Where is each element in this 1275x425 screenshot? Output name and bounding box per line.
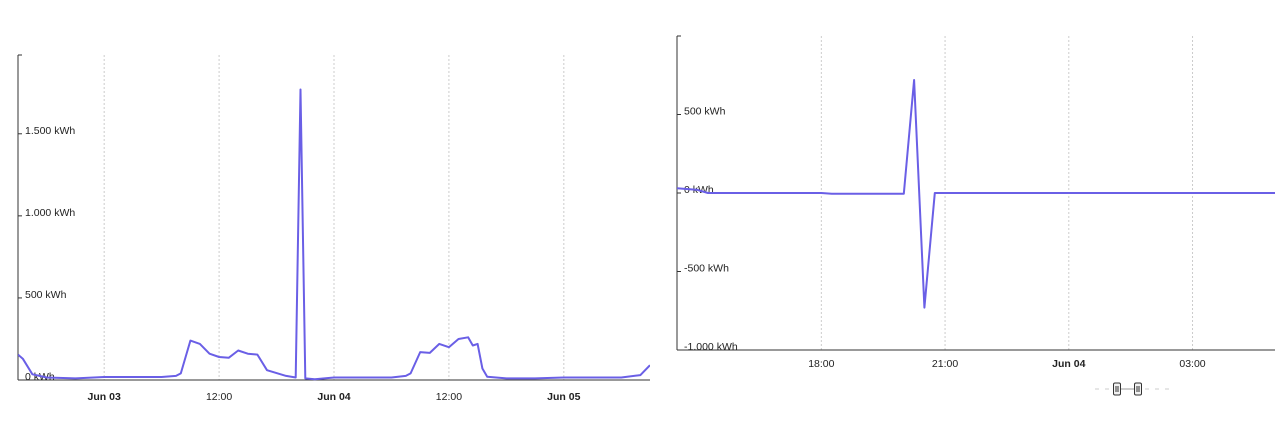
x-tick-label: 18:00 — [808, 358, 834, 370]
navigator-handle-right[interactable] — [1134, 382, 1142, 396]
series-line — [677, 79, 1275, 309]
y-tick-label: 500 kWh — [684, 106, 726, 118]
x-tick-label: 12:00 — [206, 391, 232, 403]
y-tick-label: -1.000 kWh — [684, 341, 738, 353]
x-tick-label: 03:00 — [1179, 358, 1205, 370]
navigator-scrollbar[interactable] — [1095, 382, 1173, 396]
x-tick-label: 21:00 — [932, 358, 958, 370]
x-tick-label: Jun 05 — [547, 391, 580, 403]
x-tick-label: Jun 04 — [317, 391, 350, 403]
y-tick-label: 1.500 kWh — [25, 125, 75, 137]
x-tick-label: 12:00 — [436, 391, 462, 403]
x-tick-label: Jun 04 — [1052, 358, 1085, 370]
series-line — [18, 88, 650, 381]
x-tick-label: Jun 03 — [88, 391, 121, 403]
y-tick-label: 500 kWh — [25, 289, 67, 301]
navigator-handle-left[interactable] — [1113, 382, 1121, 396]
y-tick-label: 1.000 kWh — [25, 207, 75, 219]
y-tick-label: -500 kWh — [684, 263, 729, 275]
